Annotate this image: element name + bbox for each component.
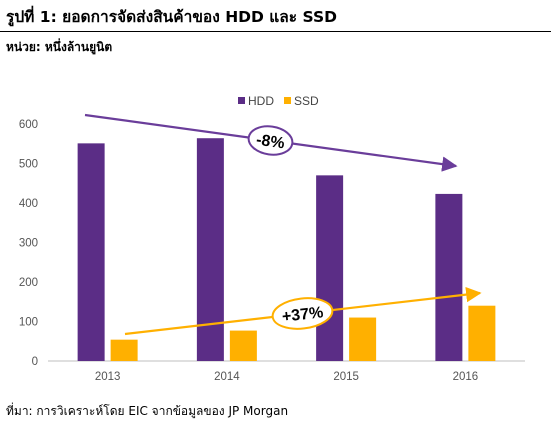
x-tick-label: 2014 (214, 371, 240, 383)
callout-label: +37% (281, 304, 324, 326)
y-tick-label: 600 (19, 119, 38, 131)
legend-swatch-hdd (238, 97, 245, 104)
y-tick-label: 400 (19, 198, 38, 210)
y-tick-label: 100 (19, 317, 38, 329)
bar-ssd-2014 (229, 330, 257, 361)
unit-label: หน่วย: หนึ่งล้านยูนิต (6, 40, 113, 54)
x-tick-label: 2016 (453, 371, 479, 383)
callout-label: -8% (255, 132, 286, 153)
y-tick-label: 0 (32, 356, 38, 368)
legend-swatch-ssd (284, 97, 291, 104)
bar-chart: 0 100 200 300 400 500 600 2013 2014 2015 2016 HDD S… (19, 94, 525, 383)
figure-title: รูปที่ 1: ยอดการจัดส่งสินค้าของ HDD และ … (6, 8, 338, 26)
y-tick-label: 200 (19, 277, 38, 289)
trend-callout-ssd: +37% (271, 297, 334, 330)
title-divider (0, 31, 551, 32)
bar-ssd-2016 (468, 305, 496, 361)
callout-bubble (247, 125, 294, 156)
bar-hdd-2014 (196, 138, 224, 361)
legend-label-hdd: HDD (248, 94, 274, 108)
bar-ssd-2013 (110, 339, 138, 361)
y-tick-label: 500 (19, 159, 38, 171)
bar-hdd-2013 (77, 143, 105, 361)
x-tick-label: 2013 (95, 371, 121, 383)
bar-hdd-2015 (316, 175, 344, 361)
y-tick-label: 300 (19, 238, 38, 250)
source-note: ที่มา: การวิเคราะห์โดย EIC จากข้อมูลของ … (6, 404, 289, 418)
trend-callout-hdd: -8% (247, 125, 294, 156)
bar-ssd-2015 (349, 317, 377, 361)
x-tick-label: 2015 (333, 371, 359, 383)
legend-label-ssd: SSD (294, 94, 319, 108)
callout-bubble (271, 297, 334, 330)
bar-hdd-2016 (435, 193, 463, 361)
